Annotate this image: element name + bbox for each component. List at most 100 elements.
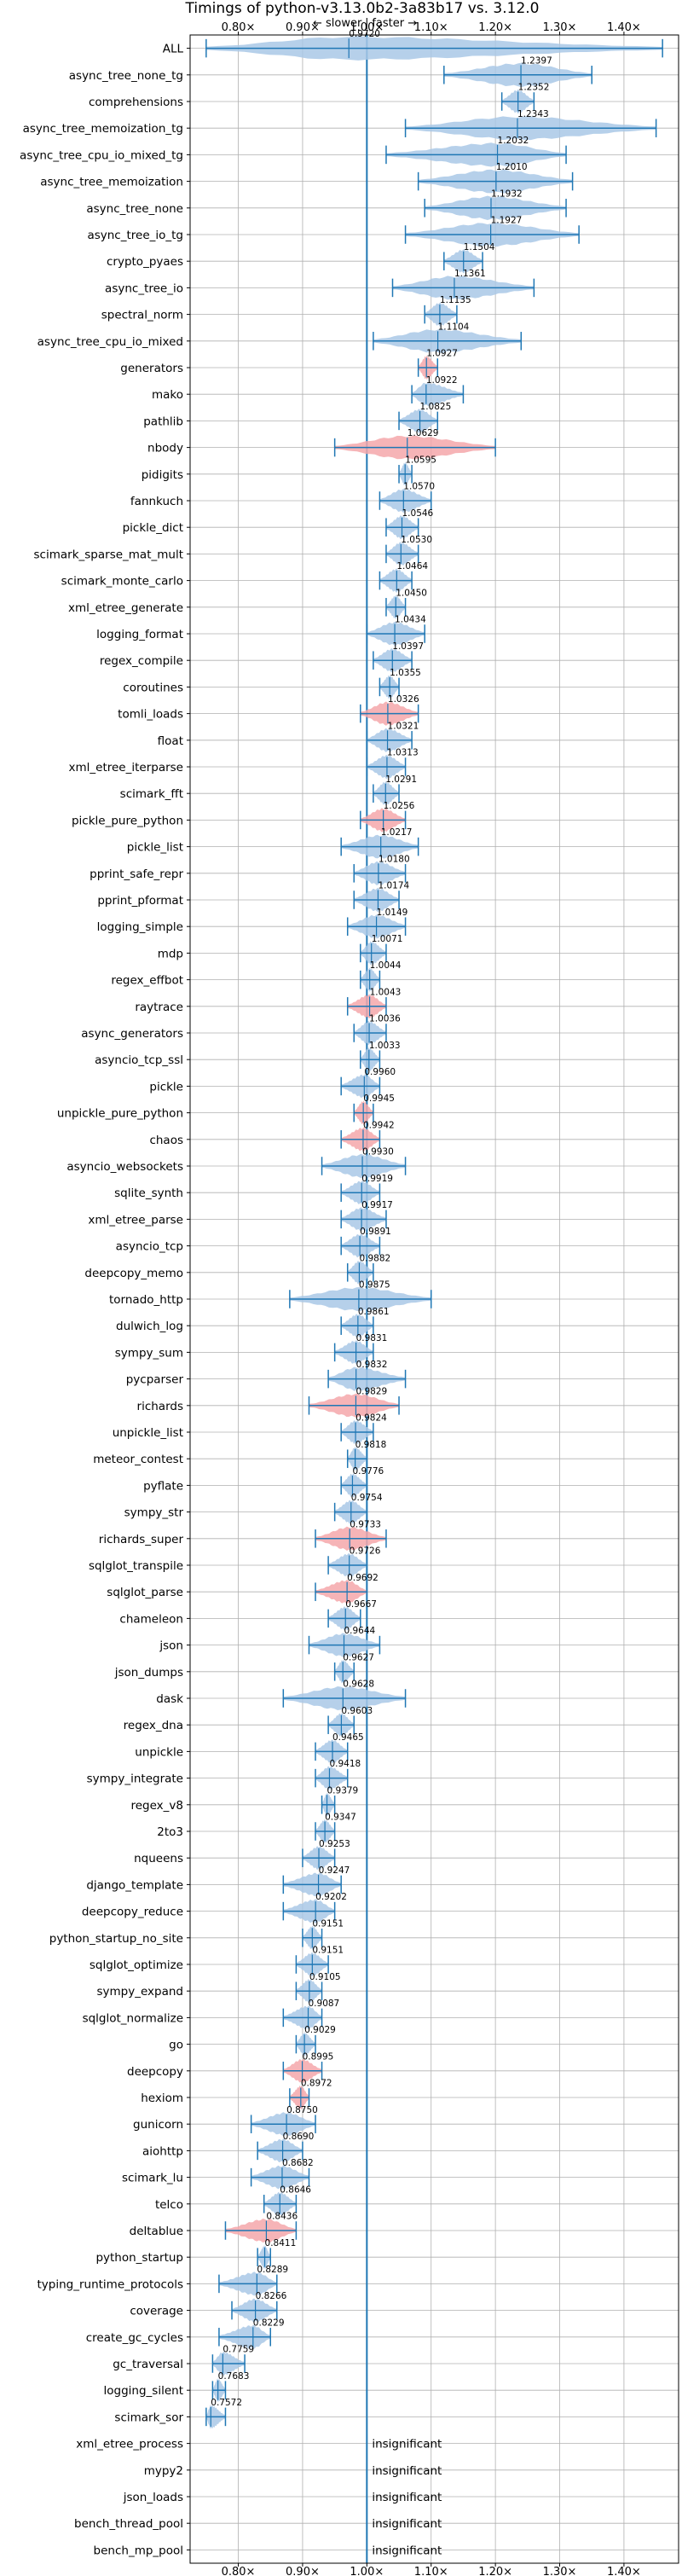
x-tick-label-top: 1.40× xyxy=(607,21,641,34)
benchmark-value-label: 0.8411 xyxy=(265,2238,297,2248)
benchmark-value-label: 0.9829 xyxy=(355,1386,387,1396)
benchmark-value-label: 1.0450 xyxy=(396,588,427,598)
benchmark-value-label: 1.1135 xyxy=(440,295,471,305)
benchmark-label: richards xyxy=(137,1400,183,1413)
benchmark-label: nbody xyxy=(147,442,183,455)
benchmark-label: pickle xyxy=(149,1080,183,1094)
plot-frame xyxy=(189,34,679,2564)
benchmark-value-label: 1.0530 xyxy=(401,535,432,545)
x-tick-label-bottom: 1.00× xyxy=(350,2566,384,2576)
benchmark-label: json_dumps xyxy=(114,1666,183,1680)
benchmark-value-label: 0.9945 xyxy=(363,1094,395,1104)
chart-title: Timings of python-v3.13.0b2-3a83b17 vs. … xyxy=(185,0,540,17)
benchmark-value-label: 1.0355 xyxy=(390,668,421,678)
benchmark-label: chaos xyxy=(149,1134,183,1147)
benchmark-value-label: 1.0149 xyxy=(377,908,408,918)
benchmark-label: nqueens xyxy=(134,1852,183,1865)
benchmark-label: xml_etree_process xyxy=(76,2438,183,2451)
benchmark-label: json xyxy=(159,1639,183,1653)
benchmark-value-label: 0.9644 xyxy=(344,1626,375,1636)
benchmark-label: generators xyxy=(120,362,183,375)
benchmark-label: pprint_pformat xyxy=(97,894,183,908)
benchmark-value-label: 0.9882 xyxy=(359,1253,390,1263)
benchmark-value-label: 1.2397 xyxy=(521,55,552,66)
benchmark-value-label: 0.9253 xyxy=(319,1839,350,1849)
benchmark-label: tornado_http xyxy=(109,1293,183,1307)
benchmark-value-label: 1.0256 xyxy=(384,801,415,811)
benchmark-value-label: 0.9917 xyxy=(361,1200,393,1210)
benchmark-value-label: 0.9087 xyxy=(309,1999,340,2009)
direction-slower-label: ← slower xyxy=(313,17,362,30)
benchmark-label: mdp xyxy=(158,947,183,960)
benchmark-value-label: 0.9930 xyxy=(362,1147,394,1157)
benchmark-label: scimark_sor xyxy=(114,2411,183,2424)
benchmark-value-label: 0.9379 xyxy=(327,1785,359,1796)
benchmark-label: logging_silent xyxy=(104,2384,183,2398)
benchmark-label: fannkuch xyxy=(130,495,183,508)
benchmark-value-label: 0.8289 xyxy=(257,2265,288,2275)
benchmark-label: dask xyxy=(156,1692,183,1706)
benchmark-label: deepcopy_reduce xyxy=(82,1906,183,1919)
benchmark-label: ALL xyxy=(163,43,184,56)
benchmark-value-label: 0.9627 xyxy=(343,1652,374,1662)
x-tick-label-top: 1.00× xyxy=(350,21,384,34)
benchmark-value-label: 1.2010 xyxy=(496,162,528,172)
benchmark-label: chameleon xyxy=(119,1612,183,1626)
benchmark-label: scimark_fft xyxy=(120,787,183,801)
x-tick-label-bottom: 0.90× xyxy=(286,2566,320,2576)
direction-separator: | xyxy=(365,17,368,30)
benchmark-label: dulwich_log xyxy=(116,1320,183,1333)
benchmark-label: xml_etree_iterparse xyxy=(69,761,184,775)
benchmark-label: pickle_dict xyxy=(123,521,183,535)
x-tick-label-bottom: 1.20× xyxy=(478,2566,512,2576)
benchmark-label: float xyxy=(158,734,183,748)
benchmark-value-label: 1.0043 xyxy=(370,987,402,997)
benchmark-value-label: 0.9692 xyxy=(347,1573,379,1583)
benchmark-value-label: 1.0397 xyxy=(392,641,424,652)
benchmark-value-label: 1.0217 xyxy=(381,827,413,838)
benchmark-label: scimark_lu xyxy=(122,2172,183,2185)
benchmark-label: regex_v8 xyxy=(130,1799,183,1813)
benchmark-label: coverage xyxy=(130,2305,183,2318)
benchmark-label: django_template xyxy=(86,1878,183,1892)
benchmark-label: pprint_safe_repr xyxy=(90,867,183,881)
x-tick-label-top: 1.10× xyxy=(414,21,448,34)
benchmark-value-label: 0.9733 xyxy=(350,1519,381,1529)
benchmark-value-label: 0.9105 xyxy=(309,1972,341,1982)
benchmark-label: typing_runtime_protocols xyxy=(38,2277,184,2291)
benchmark-value-label: 0.9667 xyxy=(345,1599,377,1610)
benchmark-value-label: 0.8682 xyxy=(282,2158,314,2168)
benchmark-value-label: 0.9754 xyxy=(351,1493,383,1503)
benchmark-label: async_tree_none xyxy=(86,202,183,216)
benchmark-label: scimark_sparse_mat_mult xyxy=(34,548,183,561)
benchmark-label: regex_dna xyxy=(124,1719,183,1732)
benchmark-label: meteor_contest xyxy=(93,1453,183,1466)
benchmark-label: raytrace xyxy=(135,1001,183,1014)
benchmark-value-label: 1.1927 xyxy=(491,216,523,226)
benchmark-value-label: 0.9891 xyxy=(360,1227,391,1237)
benchmark-value-label: 0.7572 xyxy=(211,2398,242,2408)
benchmark-value-label: 1.0570 xyxy=(403,482,435,492)
benchmark-value-label: 0.9628 xyxy=(343,1680,374,1690)
insignificant-label: insignificant xyxy=(372,2517,442,2531)
benchmark-label: gc_traversal xyxy=(113,2358,183,2371)
benchmark-label: logging_format xyxy=(96,628,183,641)
benchmark-value-label: 0.8229 xyxy=(253,2318,285,2328)
benchmark-label: json_loads xyxy=(123,2491,183,2504)
benchmark-label: unpickle_pure_python xyxy=(57,1107,183,1121)
x-tick-label-top: 0.80× xyxy=(222,21,256,34)
benchmark-label: regex_compile xyxy=(100,654,183,668)
benchmark-value-label: 1.0326 xyxy=(388,694,419,705)
benchmark-label: async_tree_cpu_io_mixed_tg xyxy=(20,148,183,162)
benchmark-value-label: 1.1932 xyxy=(491,189,523,199)
insignificant-label: insignificant xyxy=(372,2464,442,2478)
benchmark-label: deepcopy xyxy=(127,2065,183,2079)
benchmark-value-label: 0.7759 xyxy=(223,2345,254,2355)
benchmark-value-label: 1.0927 xyxy=(426,349,458,359)
insignificant-label: insignificant xyxy=(372,2438,442,2451)
benchmark-value-label: 1.0595 xyxy=(405,455,436,465)
benchmark-value-label: 1.0629 xyxy=(407,428,439,438)
benchmark-value-label: 1.0313 xyxy=(387,748,419,758)
benchmark-label: asyncio_tcp_ssl xyxy=(95,1053,183,1067)
